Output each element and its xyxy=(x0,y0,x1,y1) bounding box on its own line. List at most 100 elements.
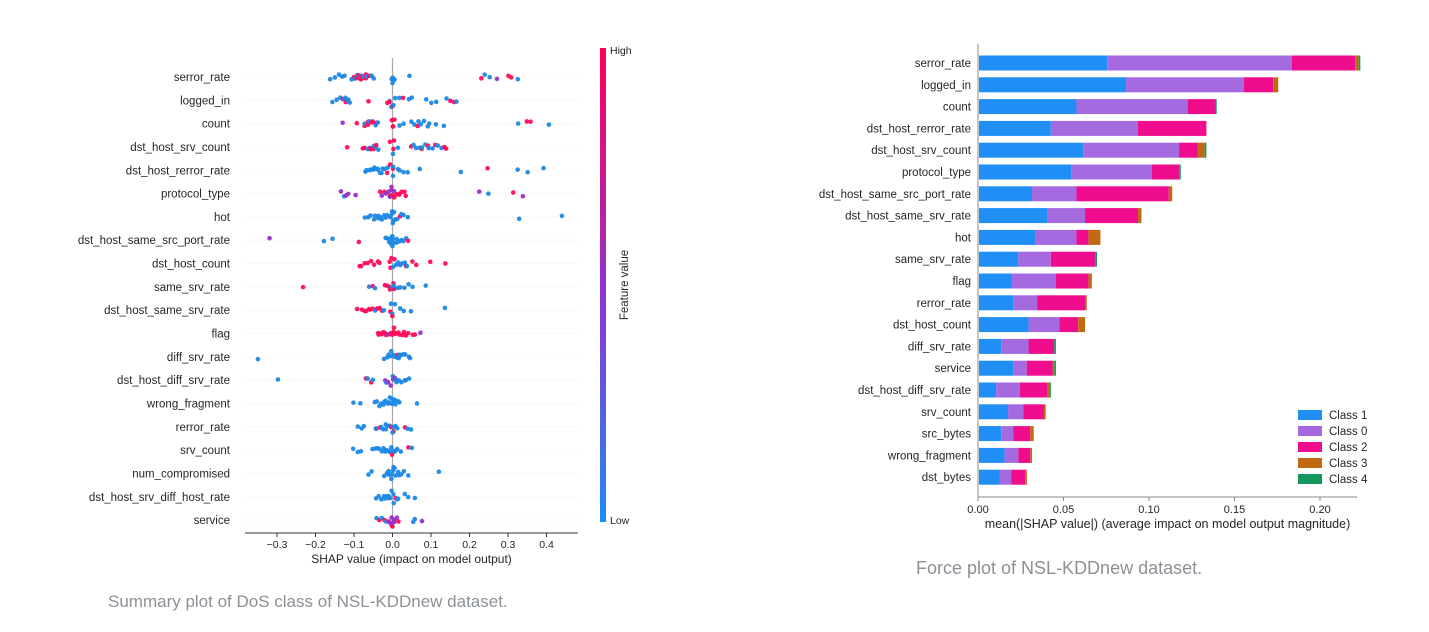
beeswarm-dot xyxy=(399,379,404,385)
beeswarm-dot xyxy=(390,164,396,170)
bar-segment xyxy=(1076,229,1089,245)
beeswarm-dot xyxy=(394,425,400,431)
beeswarm-dot xyxy=(369,469,374,474)
beeswarm-dot xyxy=(350,446,356,452)
beeswarm-dot xyxy=(387,495,393,501)
beeswarm-dot xyxy=(401,329,407,335)
beeswarm-dot xyxy=(392,77,397,82)
beeswarm-dot xyxy=(394,515,400,520)
beeswarm-dot xyxy=(508,75,514,80)
bar-segment xyxy=(979,208,1048,224)
beeswarm-dot xyxy=(356,239,362,245)
beeswarm-dot xyxy=(390,220,396,226)
beeswarm-dot xyxy=(410,259,415,264)
beeswarm-dot xyxy=(391,138,397,143)
beeswarm-dot xyxy=(402,352,408,357)
bar-segment xyxy=(1076,186,1169,202)
bar-segment xyxy=(979,251,1019,267)
beeswarm-dot xyxy=(520,193,526,199)
beeswarm-dot xyxy=(515,76,521,82)
bar-segment xyxy=(1179,164,1181,180)
beeswarm-dot xyxy=(442,305,448,311)
x-tick-label: 0.3 xyxy=(501,539,516,551)
bar-segment xyxy=(1013,426,1031,442)
beeswarm-dot xyxy=(402,189,407,195)
beeswarm-dot xyxy=(368,213,373,218)
beeswarm-dot xyxy=(336,72,342,77)
beeswarm-dot xyxy=(391,325,397,331)
beeswarm-dot xyxy=(476,189,482,194)
x-tick-label: 0.10 xyxy=(1138,504,1159,516)
beeswarm-dot xyxy=(358,263,364,269)
x-tick-label: 0.00 xyxy=(967,504,988,516)
bar-segment xyxy=(1001,338,1029,354)
bar-segment xyxy=(979,338,1002,354)
feature-label: count xyxy=(943,102,972,114)
bar-segment xyxy=(1004,447,1019,463)
beeswarm-dot xyxy=(391,491,396,497)
feature-label: hot xyxy=(214,212,231,224)
beeswarm-dot xyxy=(410,284,415,290)
beeswarm-dot xyxy=(403,378,408,383)
beeswarm-dot xyxy=(546,122,552,127)
bar-segment xyxy=(1126,77,1245,93)
beeswarm-dot xyxy=(379,497,384,502)
beeswarm-dot xyxy=(385,379,391,385)
bar-segment xyxy=(979,426,1002,442)
legend-label: Class 4 xyxy=(1329,474,1368,486)
bar-segment xyxy=(1028,338,1055,354)
feature-label: src_bytes xyxy=(922,429,971,441)
bar-segment xyxy=(1001,426,1014,442)
beeswarm-dot xyxy=(423,283,429,288)
beeswarm-dot xyxy=(379,170,384,176)
beeswarm-dot xyxy=(392,195,397,200)
beeswarm-dot xyxy=(330,236,335,242)
bar-segment xyxy=(1214,99,1217,115)
beeswarm-dot xyxy=(371,76,377,81)
beeswarm-dot xyxy=(391,188,397,194)
bar-segment xyxy=(979,164,1072,180)
beeswarm-dot xyxy=(426,145,431,151)
bar-segment xyxy=(1151,164,1180,180)
beeswarm-dot xyxy=(436,469,442,475)
beeswarm-dot xyxy=(409,119,414,125)
beeswarm-dot xyxy=(541,165,546,171)
beeswarm-dot xyxy=(510,190,516,195)
bar-segment xyxy=(1050,120,1139,136)
feature-label: dst_bytes xyxy=(922,472,971,484)
beeswarm-dot xyxy=(405,214,411,220)
summary-plot-caption: Summary plot of DoS class of NSL-KDDnew … xyxy=(108,592,508,611)
feature-label: dst_host_count xyxy=(893,320,972,332)
beeswarm-dot xyxy=(393,473,398,478)
beeswarm-dot xyxy=(401,469,407,474)
beeswarm-dot xyxy=(375,120,381,125)
bar-segment xyxy=(1179,142,1198,158)
beeswarm-dot xyxy=(392,465,397,471)
beeswarm-dot xyxy=(330,99,335,105)
beeswarm-dot xyxy=(426,121,432,126)
bar-segment xyxy=(1018,251,1051,267)
beeswarm-dot xyxy=(396,519,401,524)
bar-segment xyxy=(1095,251,1097,267)
beeswarm-dot xyxy=(398,472,404,477)
beeswarm-dot xyxy=(391,519,397,525)
beeswarm-dot xyxy=(347,100,353,105)
bar-segment xyxy=(1107,55,1292,71)
bar-segment xyxy=(1054,360,1056,376)
beeswarm-dot xyxy=(405,330,411,336)
beeswarm-dot xyxy=(300,284,306,290)
beeswarm-dot xyxy=(366,284,372,290)
beeswarm-dot xyxy=(342,73,347,79)
legend-swatch xyxy=(1298,458,1322,468)
beeswarm-dot xyxy=(412,495,418,501)
beeswarm-dot xyxy=(515,121,521,126)
bar-segment xyxy=(1078,317,1086,333)
beeswarm-dot xyxy=(408,427,414,432)
beeswarm-dot xyxy=(397,123,402,128)
beeswarm-dot xyxy=(389,445,394,450)
beeswarm-dot xyxy=(486,191,491,196)
feature-label: srv_count xyxy=(180,445,231,457)
